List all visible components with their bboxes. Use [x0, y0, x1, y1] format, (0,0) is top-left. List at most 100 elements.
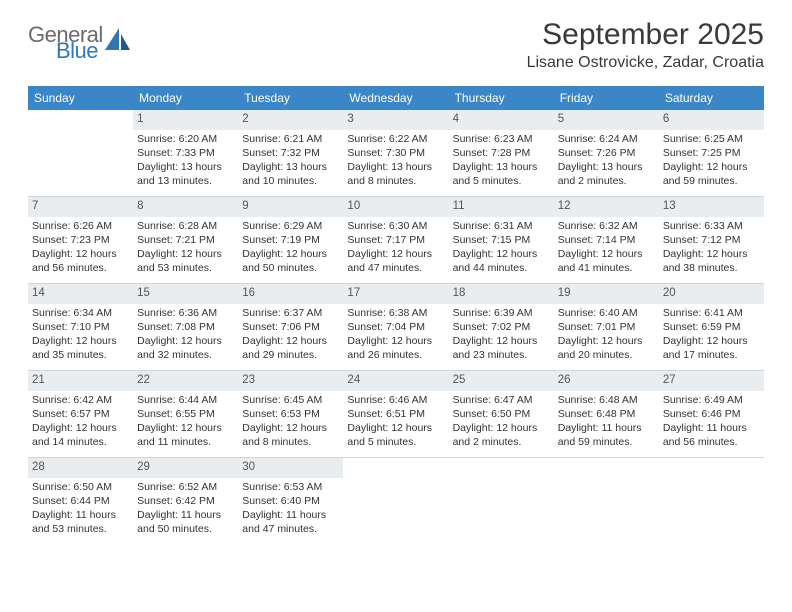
day-detail-line: Sunset: 6:48 PM — [558, 407, 655, 421]
day-detail-line: Daylight: 12 hours — [558, 334, 655, 348]
weekday-header: Thursday — [449, 86, 554, 110]
day-detail-line: Sunset: 7:32 PM — [242, 146, 339, 160]
day-detail-line: Sunrise: 6:30 AM — [347, 219, 444, 233]
logo-text-blue: Blue — [56, 40, 103, 62]
day-number-bar: 9 — [238, 197, 343, 217]
day-detail-line: and 11 minutes. — [137, 435, 234, 449]
weeks-container: 1Sunrise: 6:20 AMSunset: 7:33 PMDaylight… — [28, 110, 764, 544]
day-cell: 1Sunrise: 6:20 AMSunset: 7:33 PMDaylight… — [133, 110, 238, 196]
day-number: 17 — [347, 287, 360, 299]
calendar-page: General Blue September 2025 Lisane Ostro… — [0, 0, 792, 544]
day-cell: 14Sunrise: 6:34 AMSunset: 7:10 PMDayligh… — [28, 284, 133, 370]
month-title: September 2025 — [527, 18, 764, 52]
day-detail-line: Sunset: 7:25 PM — [663, 146, 760, 160]
day-detail-line: and 17 minutes. — [663, 348, 760, 362]
day-detail-line: Sunrise: 6:47 AM — [453, 393, 550, 407]
day-number-bar: 6 — [659, 110, 764, 130]
day-cell: 30Sunrise: 6:53 AMSunset: 6:40 PMDayligh… — [238, 458, 343, 544]
header: General Blue September 2025 Lisane Ostro… — [28, 18, 764, 72]
day-detail-line: Sunrise: 6:23 AM — [453, 132, 550, 146]
day-detail-line: Daylight: 12 hours — [663, 160, 760, 174]
day-detail-line: Daylight: 12 hours — [137, 247, 234, 261]
day-detail-line: and 53 minutes. — [32, 522, 129, 536]
day-detail-line: and 50 minutes. — [137, 522, 234, 536]
day-detail-line: Daylight: 12 hours — [453, 247, 550, 261]
day-detail-line: and 38 minutes. — [663, 261, 760, 275]
day-detail-line: and 56 minutes. — [32, 261, 129, 275]
day-detail-line: Daylight: 13 hours — [242, 160, 339, 174]
day-number-bar: 20 — [659, 284, 764, 304]
day-cell — [659, 458, 764, 544]
day-cell: 28 Sunrise: 6:50 AMSunset: 6:44 PMDayligh… — [28, 458, 133, 544]
day-cell: 12Sunrise: 6:32 AMSunset: 7:14 PMDayligh… — [554, 197, 659, 283]
day-detail-line: Daylight: 11 hours — [137, 508, 234, 522]
day-detail-line: Daylight: 11 hours — [558, 421, 655, 435]
day-cell: 3Sunrise: 6:22 AMSunset: 7:30 PMDaylight… — [343, 110, 448, 196]
day-number-bar: 26 — [554, 371, 659, 391]
weekday-header-row: SundayMondayTuesdayWednesdayThursdayFrid… — [28, 86, 764, 110]
day-number: 16 — [242, 287, 255, 299]
day-detail-line: Sunrise: 6:22 AM — [347, 132, 444, 146]
day-detail-line: Sunrise: 6:49 AM — [663, 393, 760, 407]
day-number: 22 — [137, 374, 150, 386]
day-detail-line: Sunrise: 6:38 AM — [347, 306, 444, 320]
day-detail-line: Sunrise: 6:33 AM — [663, 219, 760, 233]
day-detail-line: and 2 minutes. — [453, 435, 550, 449]
day-number-bar: 28 — [28, 458, 133, 478]
day-cell: 15Sunrise: 6:36 AMSunset: 7:08 PMDayligh… — [133, 284, 238, 370]
day-detail-line: Daylight: 12 hours — [32, 247, 129, 261]
day-number: 26 — [558, 374, 571, 386]
day-detail-line: and 5 minutes. — [347, 435, 444, 449]
week-row: 14Sunrise: 6:34 AMSunset: 7:10 PMDayligh… — [28, 284, 764, 371]
day-cell: 18Sunrise: 6:39 AMSunset: 7:02 PMDayligh… — [449, 284, 554, 370]
day-cell: 8Sunrise: 6:28 AMSunset: 7:21 PMDaylight… — [133, 197, 238, 283]
day-cell — [28, 110, 133, 196]
logo: General Blue — [28, 18, 131, 62]
day-number: 24 — [347, 374, 360, 386]
day-number: 15 — [137, 287, 150, 299]
day-detail-line: Sunset: 6:57 PM — [32, 407, 129, 421]
day-detail-line: Sunset: 7:01 PM — [558, 320, 655, 334]
day-detail-line: Sunset: 6:51 PM — [347, 407, 444, 421]
day-detail-line: Sunrise: 6:50 AM — [32, 480, 129, 494]
day-detail-line: Daylight: 12 hours — [453, 334, 550, 348]
day-detail-line: Sunset: 6:55 PM — [137, 407, 234, 421]
week-row: 7Sunrise: 6:26 AMSunset: 7:23 PMDaylight… — [28, 197, 764, 284]
day-detail-line: Sunrise: 6:40 AM — [558, 306, 655, 320]
week-row: 28Sunrise: 6:50 AMSunset: 6:44 PMDayligh… — [28, 458, 764, 544]
day-detail-line: Daylight: 11 hours — [242, 508, 339, 522]
day-number-bar: 21 — [28, 371, 133, 391]
day-number: 13 — [663, 200, 676, 212]
day-number-bar: 30 — [238, 458, 343, 478]
day-number-bar: 1 — [133, 110, 238, 130]
day-number: 12 — [558, 200, 571, 212]
day-cell: 2Sunrise: 6:21 AMSunset: 7:32 PMDaylight… — [238, 110, 343, 196]
day-detail-line: Daylight: 12 hours — [663, 247, 760, 261]
day-detail-line: Daylight: 11 hours — [32, 508, 129, 522]
day-number: 21 — [32, 374, 45, 386]
day-cell: 16Sunrise: 6:37 AMSunset: 7:06 PMDayligh… — [238, 284, 343, 370]
day-detail-line: Daylight: 12 hours — [242, 421, 339, 435]
day-detail-line: Sunset: 6:44 PM — [32, 494, 129, 508]
day-detail-line: Sunrise: 6:25 AM — [663, 132, 760, 146]
day-detail-line: Daylight: 12 hours — [137, 334, 234, 348]
day-detail-line: and 8 minutes. — [347, 174, 444, 188]
day-detail-line: and 10 minutes. — [242, 174, 339, 188]
day-detail-line: Sunset: 7:14 PM — [558, 233, 655, 247]
calendar: SundayMondayTuesdayWednesdayThursdayFrid… — [28, 86, 764, 544]
day-number-bar: 27 — [659, 371, 764, 391]
day-detail-line: Sunset: 7:26 PM — [558, 146, 655, 160]
day-detail-line: Daylight: 13 hours — [453, 160, 550, 174]
day-detail-line: Daylight: 12 hours — [32, 334, 129, 348]
day-number: 10 — [347, 200, 360, 212]
day-cell: 11Sunrise: 6:31 AMSunset: 7:15 PMDayligh… — [449, 197, 554, 283]
day-cell: 23Sunrise: 6:45 AMSunset: 6:53 PMDayligh… — [238, 371, 343, 457]
day-cell: 9Sunrise: 6:29 AMSunset: 7:19 PMDaylight… — [238, 197, 343, 283]
day-detail-line: Sunrise: 6:26 AM — [32, 219, 129, 233]
weekday-header: Saturday — [659, 86, 764, 110]
day-number-bar: 14 — [28, 284, 133, 304]
day-detail-line: and 29 minutes. — [242, 348, 339, 362]
day-detail-line: Sunset: 6:40 PM — [242, 494, 339, 508]
day-number: 29 — [137, 461, 150, 473]
weekday-header: Friday — [554, 86, 659, 110]
